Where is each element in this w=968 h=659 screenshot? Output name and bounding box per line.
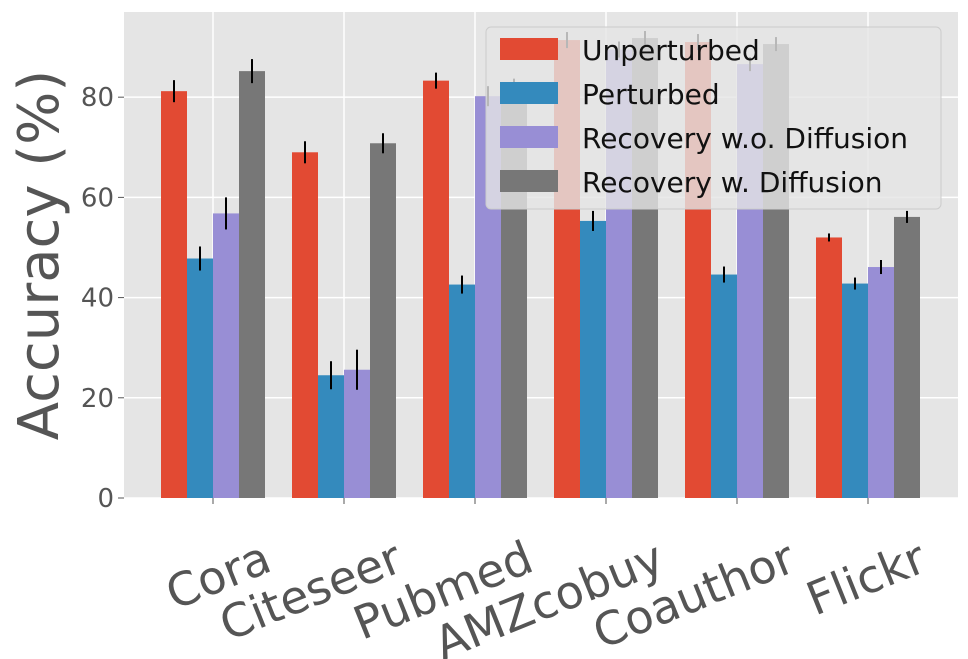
bar-perturbed [711, 274, 737, 498]
bar-unperturbed [816, 237, 842, 498]
y-tick-label: 40 [81, 284, 114, 314]
bar-recovery-w-o-diffusion [868, 267, 894, 498]
bar-recovery-w-o-diffusion [344, 369, 370, 498]
bar-unperturbed [423, 80, 449, 498]
bar-recovery-w-diffusion [370, 143, 396, 499]
legend-box [485, 26, 942, 210]
bar-perturbed [318, 375, 344, 498]
legend-label: Recovery w. Diffusion [582, 166, 882, 199]
legend-label: Perturbed [582, 78, 720, 111]
bar-perturbed [580, 220, 606, 498]
y-tick-label: 0 [97, 484, 114, 514]
bar-perturbed [842, 283, 868, 498]
bar-recovery-w-diffusion [239, 71, 265, 499]
bar-unperturbed [161, 91, 187, 498]
bar-recovery-w-o-diffusion [213, 213, 239, 498]
legend-swatch [500, 38, 558, 60]
y-axis-label: Accuracy (%) [7, 70, 72, 440]
legend: Unperturbed Perturbed Recovery w.o. Diffus… [485, 26, 942, 210]
legend-label: Recovery w.o. Diffusion [582, 122, 908, 155]
x-tick-label: Flickr [799, 530, 933, 626]
bar-recovery-w-diffusion [894, 216, 920, 499]
legend-swatch [500, 82, 558, 104]
legend-label: Unperturbed [582, 34, 760, 67]
legend-swatch [500, 170, 558, 192]
bar-perturbed [449, 284, 475, 498]
y-axis-ticks: 0 20 40 60 80 [81, 83, 124, 514]
legend-swatch [500, 126, 558, 148]
bar-perturbed [187, 258, 213, 498]
y-tick-label: 80 [81, 83, 114, 113]
bar-unperturbed [292, 152, 318, 498]
y-tick-label: 20 [81, 384, 114, 414]
y-tick-label: 60 [81, 183, 114, 213]
